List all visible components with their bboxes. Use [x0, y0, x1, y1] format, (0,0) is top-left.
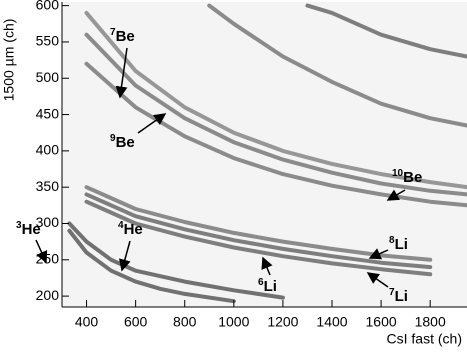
annotation-arrow	[261, 256, 273, 276]
x-tick-label: 1800	[415, 314, 446, 330]
annotation-element: He	[22, 221, 41, 238]
annotation-element: Be	[403, 169, 422, 186]
annotation: 4He	[118, 220, 143, 238]
annotation: 6Li	[258, 277, 277, 295]
y-tick-label: 350	[36, 178, 60, 194]
annotation-mass: 6	[258, 277, 264, 288]
annotation-mass: 9	[110, 133, 116, 144]
annotation: 10Be	[392, 168, 422, 186]
annotation-mass: 7	[110, 27, 116, 38]
annotation-mass: 8	[389, 235, 395, 246]
y-tick-label: 600	[36, 0, 60, 12]
annotation-mass: 10	[392, 168, 404, 179]
band	[67, 221, 285, 300]
band	[67, 228, 236, 304]
x-tick-label: 1200	[267, 314, 298, 330]
x-tick-label: 1600	[366, 314, 397, 330]
annotation-arrow	[115, 47, 128, 99]
x-tick-label: 400	[75, 314, 99, 330]
annotation-arrow	[35, 239, 48, 264]
annotation-mass: 3	[16, 220, 22, 231]
annotation: 3He	[16, 220, 41, 238]
annotation-arrow	[366, 272, 389, 288]
band	[84, 32, 467, 197]
annotation: 7Li	[389, 287, 408, 305]
annotation-element: Li	[264, 278, 277, 295]
x-tick-label: 1400	[316, 314, 347, 330]
y-tick-label: 250	[36, 251, 60, 267]
y-axis-label: 1500 µm (ch)	[1, 19, 17, 102]
annotation: 7Be	[110, 27, 135, 45]
y-tick-label: 300	[36, 214, 60, 230]
annotation-mass: 4	[118, 220, 124, 231]
x-axis-label: CsI fast (ch)	[387, 331, 462, 347]
annotation-arrow	[119, 240, 131, 272]
annotation-arrow	[386, 189, 406, 201]
annotation-mass: 7	[389, 287, 395, 298]
y-tick-label: 200	[36, 287, 60, 303]
y-tick-label: 400	[36, 142, 60, 158]
annotation-element: Li	[395, 288, 408, 305]
x-tick-label: 600	[124, 314, 148, 330]
annotation-element: He	[124, 221, 143, 238]
y-tick-label: 450	[36, 105, 60, 121]
annotation-element: Li	[395, 236, 408, 253]
y-tick-label: 550	[36, 33, 60, 49]
band	[84, 192, 433, 270]
x-tick-label: 1000	[218, 314, 249, 330]
annotation-element: Be	[116, 28, 135, 45]
band	[84, 61, 467, 208]
annotation-arrow	[137, 113, 167, 134]
annotation: 9Be	[110, 133, 135, 151]
annotation: 8Li	[389, 235, 408, 253]
y-tick-label: 500	[36, 69, 60, 85]
band	[207, 3, 467, 128]
x-tick-label: 800	[173, 314, 197, 330]
band	[84, 10, 467, 190]
annotation-element: Be	[116, 134, 135, 151]
band	[84, 199, 433, 277]
band	[305, 3, 467, 59]
annotation-arrow	[368, 248, 389, 260]
